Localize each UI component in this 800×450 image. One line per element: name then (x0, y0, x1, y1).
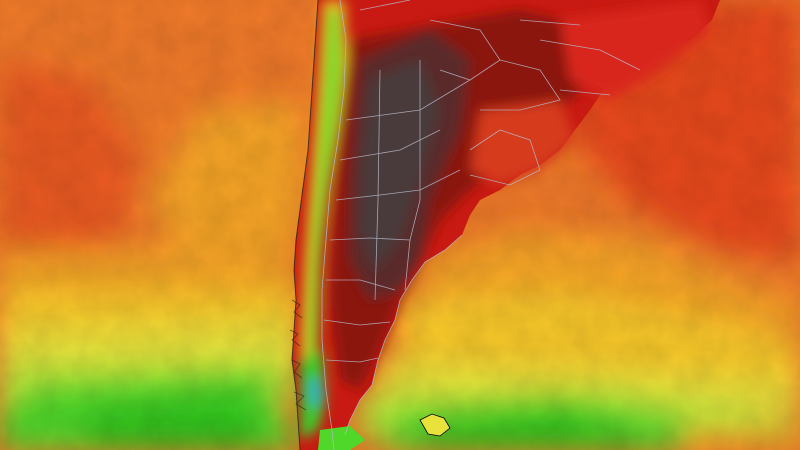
province-line-7 (325, 357, 379, 363)
province-vertical-1 (404, 60, 421, 291)
tierra-del-fuego (318, 426, 365, 450)
land-hot-northeast (560, 0, 710, 100)
province-line-3 (335, 169, 461, 201)
chile-coastline (291, 0, 319, 450)
province-line-6 (323, 319, 391, 326)
brazil-states-3 (519, 19, 581, 26)
andes-blue-glaciers (310, 378, 320, 408)
land-hot-southeast (470, 100, 575, 185)
uruguay-border (469, 129, 541, 186)
brazil-states-2 (559, 89, 611, 96)
province-line-5 (326, 279, 396, 291)
province-line-2 (339, 129, 441, 161)
chile-argentina-border (321, 0, 347, 450)
bolivia-border (359, 0, 411, 11)
chilean-fjords (289, 299, 307, 411)
province-line-4 (329, 237, 411, 241)
falkland-islands (419, 413, 451, 437)
andes-green-strip (306, 10, 342, 390)
borders-layer (321, 0, 641, 450)
province-vertical-2 (374, 69, 381, 301)
argentina-coast (344, 234, 463, 436)
brazil-border (480, 59, 561, 111)
brazil-states-1 (539, 39, 641, 71)
